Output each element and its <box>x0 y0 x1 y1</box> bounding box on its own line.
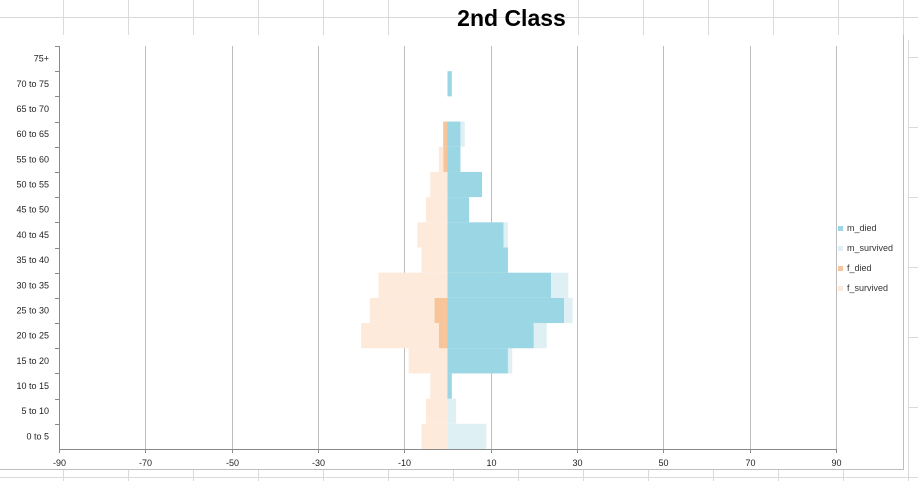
y-tick-label: 5 to 10 <box>21 406 49 416</box>
legend-item-m-died: m_died <box>838 218 904 238</box>
bar-m-died <box>447 373 452 399</box>
bar-m-died <box>447 222 504 248</box>
x-tick-label: 90 <box>831 458 841 468</box>
y-tick-label: 55 to 60 <box>16 154 49 164</box>
bar-m-died <box>447 272 552 298</box>
chart-area: -90 -70 -50 -30 -10 10 30 50 70 90 0 to 5 5 to 10 10… <box>0 35 904 470</box>
bar-m-died <box>447 121 461 147</box>
bar-f-died <box>438 323 448 349</box>
x-tick-label: 30 <box>572 458 582 468</box>
bar-f-survived <box>378 272 448 298</box>
bar-m-died <box>447 348 508 374</box>
legend: m_died m_survived f_died f_survived <box>838 218 904 298</box>
x-tick-label: -50 <box>226 458 239 468</box>
y-tick-label: 20 to 25 <box>16 331 49 341</box>
bar-m-survived <box>460 121 465 147</box>
bar-f-survived <box>421 247 448 273</box>
legend-item-f-died: f_died <box>838 258 904 278</box>
bars <box>361 71 573 449</box>
legend-swatch <box>838 265 843 271</box>
bar-m-survived <box>551 272 569 298</box>
chart-plot: -90 -70 -50 -30 -10 10 30 50 70 90 0 to 5 5 to 10 10… <box>16 46 842 468</box>
bar-f-died <box>434 297 448 324</box>
y-tick-label: 10 to 15 <box>16 381 49 391</box>
bar-f-survived <box>430 171 448 198</box>
legend-item-f-survived: f_survived <box>838 278 904 298</box>
bar-f-survived <box>417 222 448 248</box>
bar-f-survived <box>425 398 448 424</box>
y-tick-label: 40 to 45 <box>16 230 49 240</box>
x-tick-label: -10 <box>398 458 411 468</box>
legend-swatch <box>838 245 843 251</box>
y-tick-label: 0 to 5 <box>26 431 49 441</box>
legend-swatch <box>838 225 843 231</box>
bar-f-died <box>443 121 448 147</box>
bar-f-died <box>443 146 448 172</box>
y-tick-label: 65 to 70 <box>16 104 49 114</box>
x-tick-label: 10 <box>486 458 496 468</box>
legend-label: f_died <box>847 263 872 273</box>
bar-f-survived <box>438 146 444 172</box>
bar-f-survived <box>408 348 448 374</box>
y-tick-label: 15 to 20 <box>16 356 49 366</box>
bar-m-died <box>447 323 534 349</box>
x-tick-label: -90 <box>53 458 66 468</box>
bar-f-survived <box>421 423 448 449</box>
y-tick-label: 75+ <box>34 54 49 64</box>
legend-label: m_died <box>847 223 877 233</box>
bar-m-died <box>447 171 483 198</box>
y-tick-label: 45 to 50 <box>16 205 49 215</box>
legend-item-m-survived: m_survived <box>838 238 904 258</box>
x-tick-label: -30 <box>312 458 325 468</box>
y-tick-label: 35 to 40 <box>16 255 49 265</box>
bar-f-survived <box>430 373 448 399</box>
x-tick-label: 70 <box>745 458 755 468</box>
bar-f-survived <box>369 297 435 324</box>
bar-f-survived <box>425 197 448 223</box>
bar-m-died <box>447 297 565 324</box>
y-tick-label: 50 to 55 <box>16 180 49 190</box>
bar-f-survived <box>361 323 439 349</box>
bar-m-survived <box>533 323 547 349</box>
bar-m-survived <box>564 297 573 324</box>
chart-title: 2nd Class <box>457 5 566 31</box>
bar-m-died <box>447 71 452 97</box>
y-tick-label: 60 to 65 <box>16 129 49 139</box>
bar-m-survived <box>507 348 513 374</box>
bar-m-survived <box>447 398 457 424</box>
x-tick-label: 50 <box>658 458 668 468</box>
bar-m-survived <box>503 222 508 248</box>
legend-label: m_survived <box>847 243 894 253</box>
legend-swatch <box>838 285 843 291</box>
bar-m-died <box>447 146 461 172</box>
x-tick-label: -70 <box>139 458 152 468</box>
y-tick-label: 25 to 30 <box>16 305 49 315</box>
y-tick-label: 70 to 75 <box>16 79 49 89</box>
bar-m-died <box>447 197 470 223</box>
bar-m-survived <box>447 423 487 449</box>
axes: -90 -70 -50 -30 -10 10 30 50 70 90 0 to 5 5 to 10 10… <box>16 46 842 468</box>
legend-label: f_survived <box>847 283 889 293</box>
bar-m-died <box>447 247 508 273</box>
y-tick-label: 30 to 35 <box>16 280 49 290</box>
